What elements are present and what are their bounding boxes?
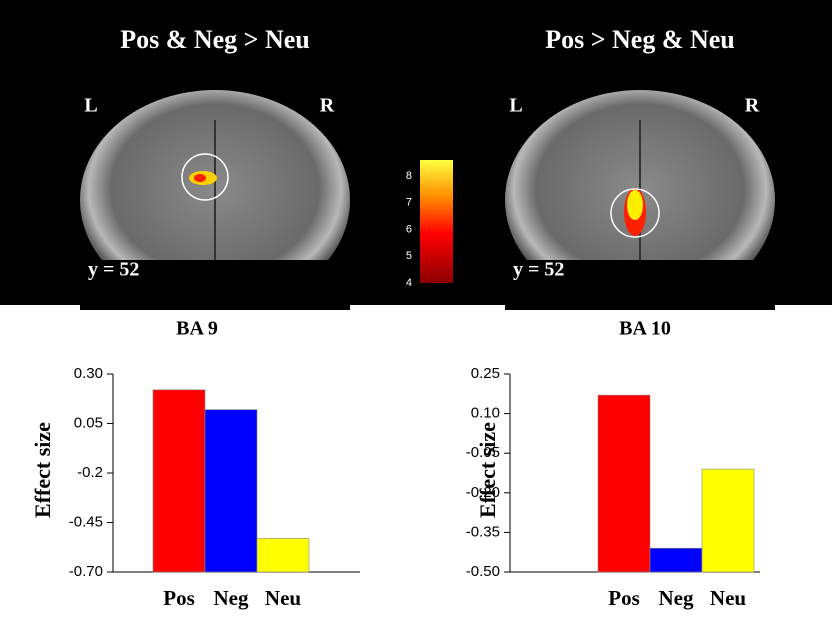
panel-title: Pos > Neg & Neu xyxy=(545,25,735,54)
colorbar-tick-label: 6 xyxy=(406,223,412,235)
x-tick-label: Pos xyxy=(163,586,195,610)
y-tick-label: -0.45 xyxy=(69,513,103,530)
y-axis-label: Effect size xyxy=(30,422,55,518)
y-tick-label: -0.20 xyxy=(466,484,500,501)
colorbar xyxy=(420,160,453,283)
x-tick-label: Neg xyxy=(214,586,249,610)
y-axis-label: Effect size xyxy=(475,422,500,518)
left-label: L xyxy=(84,95,97,117)
x-tick-label: Neu xyxy=(265,586,301,610)
y-tick-label: -0.50 xyxy=(466,563,500,580)
page: {"panels":[{"title":"Pos & Neg > Neu","l… xyxy=(0,0,832,634)
left-label: L xyxy=(509,95,522,117)
y-tick-label: -0.2 xyxy=(77,464,103,481)
slice-label: y = 52 xyxy=(88,259,139,281)
y-tick-label: -0.05 xyxy=(466,444,500,461)
colorbar-tick-label: 8 xyxy=(406,170,412,182)
right-label: R xyxy=(745,95,760,117)
y-tick-label: 0.05 xyxy=(74,414,103,431)
y-tick-label: -0.70 xyxy=(69,563,103,580)
x-tick-label: Neu xyxy=(710,586,746,610)
y-tick-label: 0.30 xyxy=(74,365,103,382)
bar xyxy=(257,538,309,572)
bar xyxy=(650,548,702,572)
figure: Pos & Neg > Neu L Ry = 52 Pos > Neg & Neu L R… xyxy=(0,0,832,634)
y-tick-label: -0.35 xyxy=(466,523,500,540)
colorbar-tick-label: 7 xyxy=(406,197,412,209)
panel-title: Pos & Neg > Neu xyxy=(120,25,310,54)
bar xyxy=(598,395,650,572)
colorbar-tick-label: 4 xyxy=(406,277,412,289)
chart-title: BA 10 xyxy=(619,318,671,340)
bar xyxy=(153,390,205,572)
y-tick-label: 0.10 xyxy=(471,405,500,422)
bar xyxy=(702,469,754,572)
right-label: R xyxy=(320,95,335,117)
slice-label: y = 52 xyxy=(513,259,564,281)
chart-title: BA 9 xyxy=(176,318,218,340)
x-tick-label: Pos xyxy=(608,586,640,610)
bar xyxy=(205,410,257,572)
y-tick-label: 0.25 xyxy=(471,365,500,382)
colorbar-tick-label: 5 xyxy=(406,250,412,262)
x-tick-label: Neg xyxy=(659,586,694,610)
